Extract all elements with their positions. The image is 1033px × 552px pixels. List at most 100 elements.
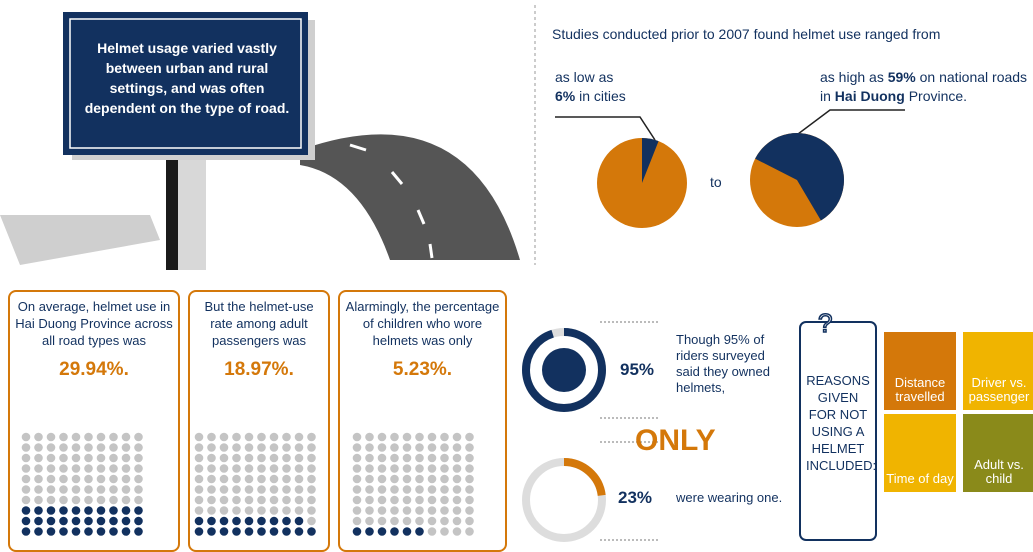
person-icon (219, 474, 229, 484)
person-icon (121, 516, 131, 526)
person-icon (96, 432, 106, 442)
person-icon (59, 443, 68, 452)
person-icon (21, 506, 31, 515)
person-icon (402, 432, 412, 442)
person-icon (109, 506, 118, 515)
high-value: 59% (887, 69, 916, 85)
card-text: Alarmingly, the percentage of children w… (345, 299, 500, 348)
person-icon (452, 527, 462, 536)
person-icon (207, 516, 216, 526)
person-icon (427, 432, 437, 442)
person-icon (377, 527, 387, 536)
person-icon (34, 453, 43, 463)
person-icon (34, 516, 43, 526)
person-icon (294, 432, 304, 442)
person-icon (71, 516, 81, 526)
pie-slice (755, 132, 845, 221)
person-icon (402, 527, 412, 536)
owned-text: Though 95% of riders surveyed said they … (676, 332, 770, 395)
person-icon (465, 453, 474, 463)
person-icon (46, 464, 56, 473)
person-icon (21, 453, 31, 463)
person-icon (96, 527, 106, 536)
person-icon (415, 453, 424, 463)
person-icon (269, 432, 279, 442)
person-icon (207, 453, 216, 463)
person-icon (134, 495, 143, 505)
person-icon (232, 506, 241, 515)
person-icon (134, 474, 143, 484)
person-icon (21, 443, 31, 452)
person-icon (427, 485, 437, 494)
person-icon (34, 474, 43, 484)
person-icon (46, 495, 56, 505)
person-icon (307, 527, 316, 536)
person-icon (452, 485, 462, 494)
person-icon (244, 485, 254, 494)
person-icon (21, 464, 31, 473)
person-icon (402, 453, 412, 463)
person-icon (377, 495, 387, 505)
person-icon (96, 506, 106, 515)
sign-board (63, 12, 308, 155)
person-icon (59, 516, 68, 526)
person-icon (352, 432, 362, 442)
high-suffix: Province. (908, 88, 968, 104)
card-value: 29.94%. (59, 359, 129, 380)
person-icon (307, 432, 316, 442)
person-icon (390, 495, 399, 505)
person-icon (84, 474, 93, 484)
person-icon (452, 453, 462, 463)
person-icon (402, 516, 412, 526)
sign-text: Helmet usage varied vastly between urban… (84, 40, 290, 116)
person-icon (402, 443, 412, 452)
person-icon (34, 443, 43, 452)
person-icon (46, 506, 56, 515)
person-icon (390, 432, 399, 442)
person-icon (427, 516, 437, 526)
person-icon (427, 464, 437, 473)
person-icon (269, 527, 279, 536)
person-icon (415, 432, 424, 442)
person-icon (282, 506, 291, 515)
person-icon (294, 506, 304, 515)
person-icon (21, 474, 31, 484)
person-icon (365, 443, 374, 452)
person-icon (109, 474, 118, 484)
person-icon (96, 464, 106, 473)
person-icon (440, 432, 449, 442)
person-icon (282, 432, 291, 442)
wearing-value: 23% (618, 488, 653, 507)
person-icon (465, 506, 474, 515)
person-icon (415, 527, 424, 536)
person-icon (452, 506, 462, 515)
person-icon (377, 464, 387, 473)
person-icon (377, 453, 387, 463)
person-icon (219, 443, 229, 452)
person-icon (465, 464, 474, 473)
person-icon (71, 485, 81, 494)
person-icon (415, 443, 424, 452)
person-icon (194, 464, 204, 473)
person-icon (390, 474, 399, 484)
person-icon (59, 453, 68, 463)
person-icon (427, 443, 437, 452)
icon-grid (194, 432, 316, 536)
person-icon (34, 464, 43, 473)
person-icon (219, 516, 229, 526)
person-icon (219, 453, 229, 463)
person-icon (121, 485, 131, 494)
card-text: On average, helmet use in Hai Duong Prov… (15, 299, 173, 348)
person-icon (307, 453, 316, 463)
person-icon (440, 527, 449, 536)
pie-slice (642, 138, 659, 183)
person-icon (207, 474, 216, 484)
person-icon (59, 527, 68, 536)
person-icon (352, 495, 362, 505)
person-icon (294, 474, 304, 484)
person-icon (21, 495, 31, 505)
person-icon (71, 464, 81, 473)
person-icon (415, 474, 424, 484)
person-icon (96, 474, 106, 484)
person-icon (257, 474, 266, 484)
